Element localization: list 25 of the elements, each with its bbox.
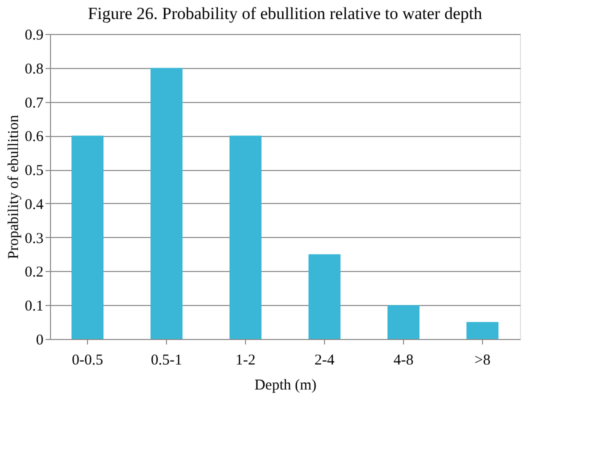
bar: [387, 305, 420, 339]
y-tick-label: 0.3: [24, 230, 44, 247]
x-tick-label: 4-8: [393, 352, 414, 368]
y-tick-label: 0.1: [24, 298, 44, 315]
bar: [150, 68, 183, 339]
bar: [72, 136, 104, 339]
y-tick-label: 0.9: [24, 28, 44, 44]
x-tick-label: 2-4: [314, 352, 335, 368]
y-tick-label: 0: [36, 332, 44, 348]
y-axis-title: Propability of ebullition: [6, 114, 22, 260]
y-tick-label: 0.5: [24, 163, 44, 180]
chart-title: Figure 26. Probability of ebullition relative to water depth: [88, 4, 483, 23]
x-tick-label: 0-0.5: [72, 352, 104, 368]
y-tick-label: 0.6: [24, 129, 44, 146]
y-tick-label: 0.2: [24, 264, 44, 281]
bar: [230, 136, 262, 339]
x-tick-label: 0.5-1: [150, 352, 182, 368]
bar: [308, 254, 340, 339]
y-tick-label: 0.8: [24, 61, 44, 78]
x-tick-label: >8: [474, 352, 490, 368]
y-tick-label: 0.7: [24, 95, 44, 112]
x-tick-label: 1-2: [236, 352, 256, 368]
y-tick-label: 0.4: [24, 196, 44, 213]
bar: [466, 322, 498, 339]
x-axis-title: Depth (m): [254, 378, 317, 394]
